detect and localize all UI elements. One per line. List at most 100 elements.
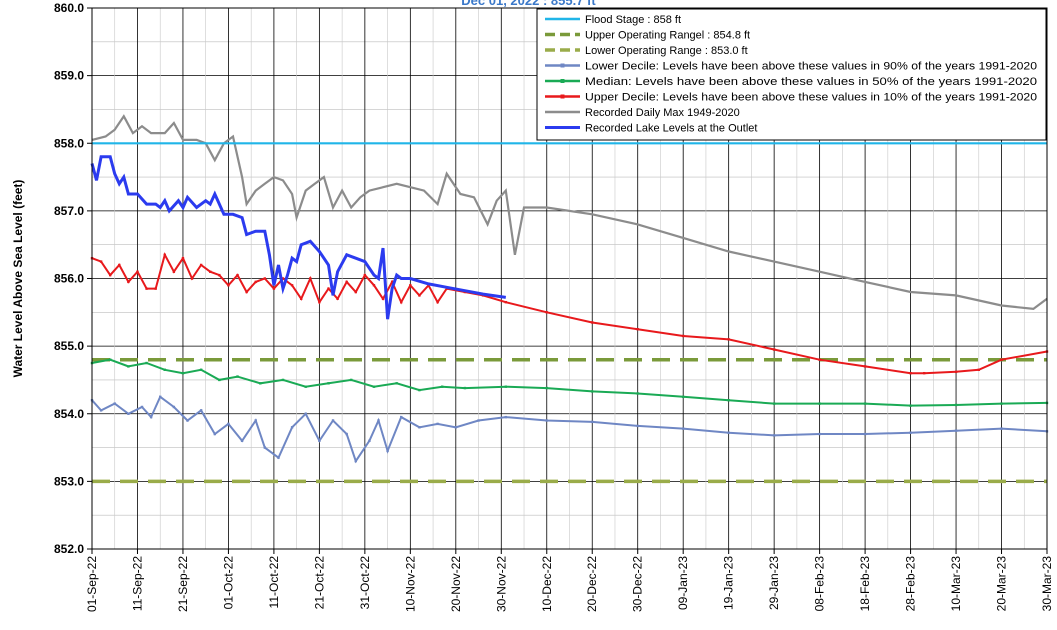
- x-tick-label: 29-Jan-23: [767, 556, 781, 610]
- y-tick-label: 856.0: [54, 272, 84, 286]
- y-tick-label: 858.0: [54, 136, 84, 150]
- series-upper-decile-levels-have-been-above-thes-point: [400, 300, 403, 304]
- series-upper-decile-levels-have-been-above-thes-point: [418, 294, 421, 297]
- series-lower-decile-levels-have-been-above-thes-point: [504, 415, 508, 419]
- series-median-levels-have-been-above-these-valu-point: [199, 368, 203, 371]
- series-upper-decile-levels-have-been-above-thes-point: [772, 348, 776, 351]
- series-upper-decile-levels-have-been-above-thes-point: [336, 297, 339, 300]
- x-tick-label: 20-Mar-23: [995, 556, 1009, 612]
- legend-median-levels-have-been-above-these-valu-label: Median: Levels have been above these val…: [585, 76, 1037, 88]
- series-upper-decile-levels-have-been-above-thes-point: [281, 277, 285, 280]
- legend-upper-decile-levels-have-been-above-thes-label: Upper Decile: Levels have been above the…: [585, 92, 1037, 104]
- series-upper-decile-levels-have-been-above-thes-point: [1000, 358, 1003, 361]
- series-median-levels-have-been-above-these-valu-point: [954, 403, 958, 407]
- series-upper-decile-levels-have-been-above-thes-point: [118, 263, 121, 267]
- series-lower-decile-levels-have-been-above-thes-point: [140, 405, 144, 409]
- y-tick-label: 854.0: [54, 407, 84, 421]
- y-tick-label: 859.0: [54, 69, 84, 83]
- series-lower-decile-levels-have-been-above-thes-point: [436, 422, 439, 426]
- series-lower-decile-levels-have-been-above-thes-point: [331, 419, 335, 422]
- y-tick-label: 853.0: [54, 474, 84, 488]
- series-upper-decile-levels-have-been-above-thes-point: [199, 263, 203, 267]
- series-lower-decile-levels-have-been-above-thes-point: [636, 424, 639, 428]
- series-upper-decile-levels-have-been-above-thes-point: [290, 284, 294, 287]
- legend-recorded-lake-levels-at-the-outlet-label: Recorded Lake Levels at the Outlet: [585, 123, 757, 135]
- series-upper-decile-levels-have-been-above-thes-point: [381, 297, 385, 300]
- series-median-levels-have-been-above-these-valu-point: [281, 378, 285, 382]
- series-median-levels-have-been-above-these-valu-point: [395, 382, 398, 385]
- x-tick-label: 10-Mar-23: [949, 556, 963, 612]
- legend: Flood Stage : 858 ft Upper Operating Rang…: [536, 8, 1047, 141]
- series-lower-decile-levels-have-been-above-thes-point: [227, 422, 230, 426]
- series-lower-decile-levels-have-been-above-thes-point: [186, 419, 189, 422]
- series-upper-decile-levels-have-been-above-thes-point: [818, 358, 821, 361]
- series-upper-decile-levels-have-been-above-thes-point: [99, 260, 103, 263]
- series-upper-decile-levels-have-been-above-thes-point: [227, 284, 230, 287]
- x-tick-label: 20-Dec-22: [585, 556, 599, 612]
- series-upper-decile-levels-have-been-above-thes-point: [163, 253, 166, 257]
- series-upper-decile-levels-have-been-above-thes-point: [236, 273, 239, 277]
- x-tick-label: 21-Sep-22: [176, 556, 190, 612]
- series-median-levels-have-been-above-these-valu-point: [504, 385, 508, 388]
- legend-lower-operating-range-853-0-ft-label: Lower Operating Range : 853.0 ft: [585, 45, 748, 57]
- series-lower-decile-levels-have-been-above-thes-point: [345, 432, 348, 436]
- series-upper-decile-levels-have-been-above-thes-point: [545, 311, 548, 314]
- series-upper-decile-levels-have-been-above-thes-point: [363, 273, 367, 277]
- series-lower-decile-levels-have-been-above-thes-point: [172, 405, 176, 409]
- series-median-levels-have-been-above-these-valu-point: [163, 368, 166, 371]
- series-median-levels-have-been-above-these-valu-point: [772, 402, 776, 405]
- series-lower-decile-levels-have-been-above-thes-point: [290, 426, 294, 429]
- x-tick-label: 09-Jan-23: [676, 556, 690, 610]
- series-median-levels-have-been-above-these-valu-line: [91, 358, 1048, 407]
- series-upper-decile-levels-have-been-above-thes-point: [299, 297, 303, 300]
- series-lower-decile-levels-have-been-above-thes-point: [818, 432, 821, 436]
- legend-median-levels-have-been-above-these-valu-marker: [560, 79, 565, 83]
- series-median-levels-have-been-above-these-valu-point: [463, 386, 467, 390]
- series-lower-decile-levels-have-been-above-thes-point: [477, 419, 480, 422]
- series-lower-decile-levels-have-been-above-thes-point: [354, 459, 357, 463]
- x-tick-label: 10-Dec-22: [540, 556, 554, 612]
- series-recorded-daily-max-1949-2020-line: [91, 114, 1048, 311]
- series-median-levels-have-been-above-these-valu-point: [1000, 402, 1003, 405]
- series-group: [90, 114, 1049, 484]
- series-upper-decile-levels-have-been-above-thes-point: [154, 287, 157, 290]
- series-lower-decile-levels-have-been-above-thes-point: [127, 412, 130, 415]
- series-upper-decile-levels-have-been-above-thes-point: [954, 370, 958, 374]
- series-median-levels-have-been-above-these-valu-point: [108, 358, 112, 361]
- series-median-levels-have-been-above-these-valu-point: [181, 371, 185, 375]
- series-upper-decile-levels-have-been-above-thes-point: [108, 273, 112, 277]
- series-median-levels-have-been-above-these-valu-point: [145, 361, 148, 365]
- legend-lower-decile-levels-have-been-above-thes-marker: [560, 63, 565, 68]
- series-lower-decile-levels-have-been-above-thes-point: [454, 426, 458, 429]
- x-tick-label: 31-Oct-22: [358, 556, 372, 610]
- series-upper-decile-levels-have-been-above-thes-point: [309, 277, 312, 280]
- x-tick-label: 30-Nov-22: [494, 556, 508, 612]
- series-lower-decile-levels-have-been-above-thes-point: [863, 432, 867, 436]
- legend-upper-operating-rangel-854-8-ft-label: Upper Operating Rangel : 854.8 ft: [585, 30, 750, 42]
- series-lower-decile-levels-have-been-above-thes-point: [681, 427, 685, 430]
- y-tick-label: 857.0: [54, 204, 84, 218]
- series-upper-decile-levels-have-been-above-thes-point: [190, 277, 194, 280]
- series-lower-decile-levels-have-been-above-thes-point: [99, 409, 103, 412]
- x-tick-label: 21-Oct-22: [312, 556, 326, 610]
- series-lower-decile-levels-have-been-above-thes-point: [386, 449, 389, 453]
- series-upper-decile-levels-have-been-above-thes-point: [127, 280, 130, 284]
- y-tick-label: 852.0: [54, 542, 84, 556]
- x-tick-label: 18-Feb-23: [858, 556, 872, 612]
- legend-upper-decile-levels-have-been-above-thes-marker: [560, 94, 565, 99]
- series-upper-decile-levels-have-been-above-thes-point: [245, 290, 248, 294]
- series-upper-decile-levels-have-been-above-thes-point: [504, 300, 508, 304]
- series-lower-decile-levels-have-been-above-thes-point: [263, 446, 267, 449]
- series-median-levels-have-been-above-these-valu-point: [327, 382, 330, 385]
- series-upper-decile-levels-have-been-above-thes-point: [263, 277, 267, 280]
- series-median-levels-have-been-above-these-valu-point: [350, 378, 353, 382]
- x-tick-label: 20-Nov-22: [449, 556, 463, 612]
- series-recorded-lake-levels-at-the-outlet-line: [90, 155, 507, 320]
- x-tick-label: 30-Dec-22: [631, 556, 645, 612]
- x-tick-label: 08-Feb-23: [813, 556, 827, 612]
- series-lower-decile-levels-have-been-above-thes-point: [199, 409, 203, 412]
- series-upper-decile-levels-have-been-above-thes-point: [436, 300, 439, 304]
- series-lower-decile-levels-have-been-above-thes-point: [213, 432, 216, 436]
- series-median-levels-have-been-above-these-valu-point: [372, 385, 376, 388]
